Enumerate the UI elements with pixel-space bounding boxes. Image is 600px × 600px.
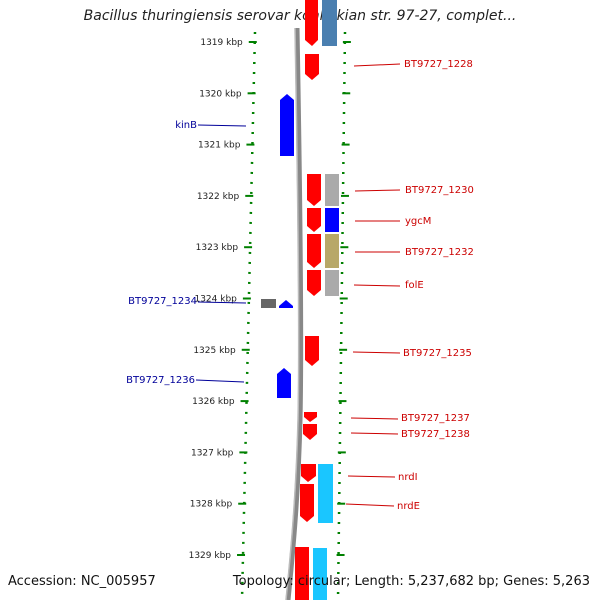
label-bt9727-1234[interactable]: BT9727_1234 xyxy=(128,296,197,307)
gene-features xyxy=(261,0,339,600)
left-dotted-track xyxy=(240,31,257,600)
tick-label: 1321 kbp xyxy=(198,141,241,151)
gene-arrow-nrdE[interactable] xyxy=(300,484,314,522)
gene-box-folE[interactable] xyxy=(325,270,339,296)
gene-arrow-bt9727-1232[interactable] xyxy=(307,234,321,268)
gene-arrow-ygcM[interactable] xyxy=(307,208,321,232)
label-bt9727-1232[interactable]: BT9727_1232 xyxy=(405,247,474,258)
gene-box-nrdE[interactable] xyxy=(318,464,333,523)
label-nrdI[interactable]: nrdI xyxy=(398,472,418,483)
gene-box[interactable] xyxy=(322,0,337,46)
label-ygcM[interactable]: ygcM xyxy=(405,216,431,227)
gene-box[interactable] xyxy=(313,548,327,600)
label-folE[interactable]: folE xyxy=(405,280,424,291)
gene-arrow-kinB[interactable] xyxy=(280,94,294,156)
gene-box-bt9727-1234[interactable] xyxy=(261,299,276,308)
chromosome-backbone-highlight xyxy=(285,27,300,600)
right-labels: BT9727_1228 BT9727_1230 ygcM BT9727_1232… xyxy=(345,59,474,512)
label-bt9727-1228[interactable]: BT9727_1228 xyxy=(404,59,473,70)
label-nrdE[interactable]: nrdE xyxy=(397,501,420,512)
gene-arrow-bt9727-1230[interactable] xyxy=(307,174,321,206)
tick-label: 1323 kbp xyxy=(196,243,239,253)
tick-label: 1328 kbp xyxy=(190,500,233,510)
label-bt9727-1230[interactable]: BT9727_1230 xyxy=(405,185,474,196)
gene-arrow-nrdI[interactable] xyxy=(301,464,316,482)
gene-box-bt9727-1232[interactable] xyxy=(325,234,339,268)
tick-label: 1329 kbp xyxy=(189,551,232,561)
gene-arrow-bt9727-1234[interactable] xyxy=(279,300,293,308)
tick-label: 1327 kbp xyxy=(191,448,234,458)
gene-arrow-bt9727-1228[interactable] xyxy=(305,54,319,80)
gene-arrow[interactable] xyxy=(305,0,318,46)
label-bt9727-1235[interactable]: BT9727_1235 xyxy=(403,348,472,359)
right-dotted-track xyxy=(336,31,347,600)
tick-label: 1320 kbp xyxy=(199,89,242,99)
tick-label: 1326 kbp xyxy=(192,397,235,407)
topology-text: Topology: circular; Length: 5,237,682 bp… xyxy=(232,574,590,589)
chromosome-backbone xyxy=(285,27,304,600)
gene-box-bt9727-1230[interactable] xyxy=(325,174,339,206)
label-bt9727-1237[interactable]: BT9727_1237 xyxy=(401,413,470,424)
map-title: Bacillus thuringiensis serovar konkukian… xyxy=(83,8,517,24)
gene-box-ygcM[interactable] xyxy=(325,208,339,232)
gene-arrow-folE[interactable] xyxy=(307,270,321,296)
accession-text: Accession: NC_005957 xyxy=(8,574,156,589)
scale-ticks: 1319 kbp 1320 kbp 1321 kbp 1322 kbp 1323 kbp… xyxy=(189,38,351,561)
gene-arrow-bt9727-1235[interactable] xyxy=(305,336,319,366)
left-labels: kinB BT9727_1234 BT9727_1236 xyxy=(126,120,247,386)
gene-arrow-bt9727-1236[interactable] xyxy=(277,368,291,398)
gene-box[interactable] xyxy=(295,547,309,600)
label-kinB[interactable]: kinB xyxy=(175,120,197,131)
tick-label: 1322 kbp xyxy=(197,192,240,202)
gene-arrow-bt9727-1237[interactable] xyxy=(304,412,317,422)
label-bt9727-1238[interactable]: BT9727_1238 xyxy=(401,429,470,440)
tick-label: 1324 kbp xyxy=(194,295,237,305)
gene-arrow-bt9727-1238[interactable] xyxy=(303,424,317,440)
label-bt9727-1236[interactable]: BT9727_1236 xyxy=(126,375,195,386)
tick-label: 1325 kbp xyxy=(193,346,236,356)
tick-label: 1319 kbp xyxy=(200,38,243,48)
